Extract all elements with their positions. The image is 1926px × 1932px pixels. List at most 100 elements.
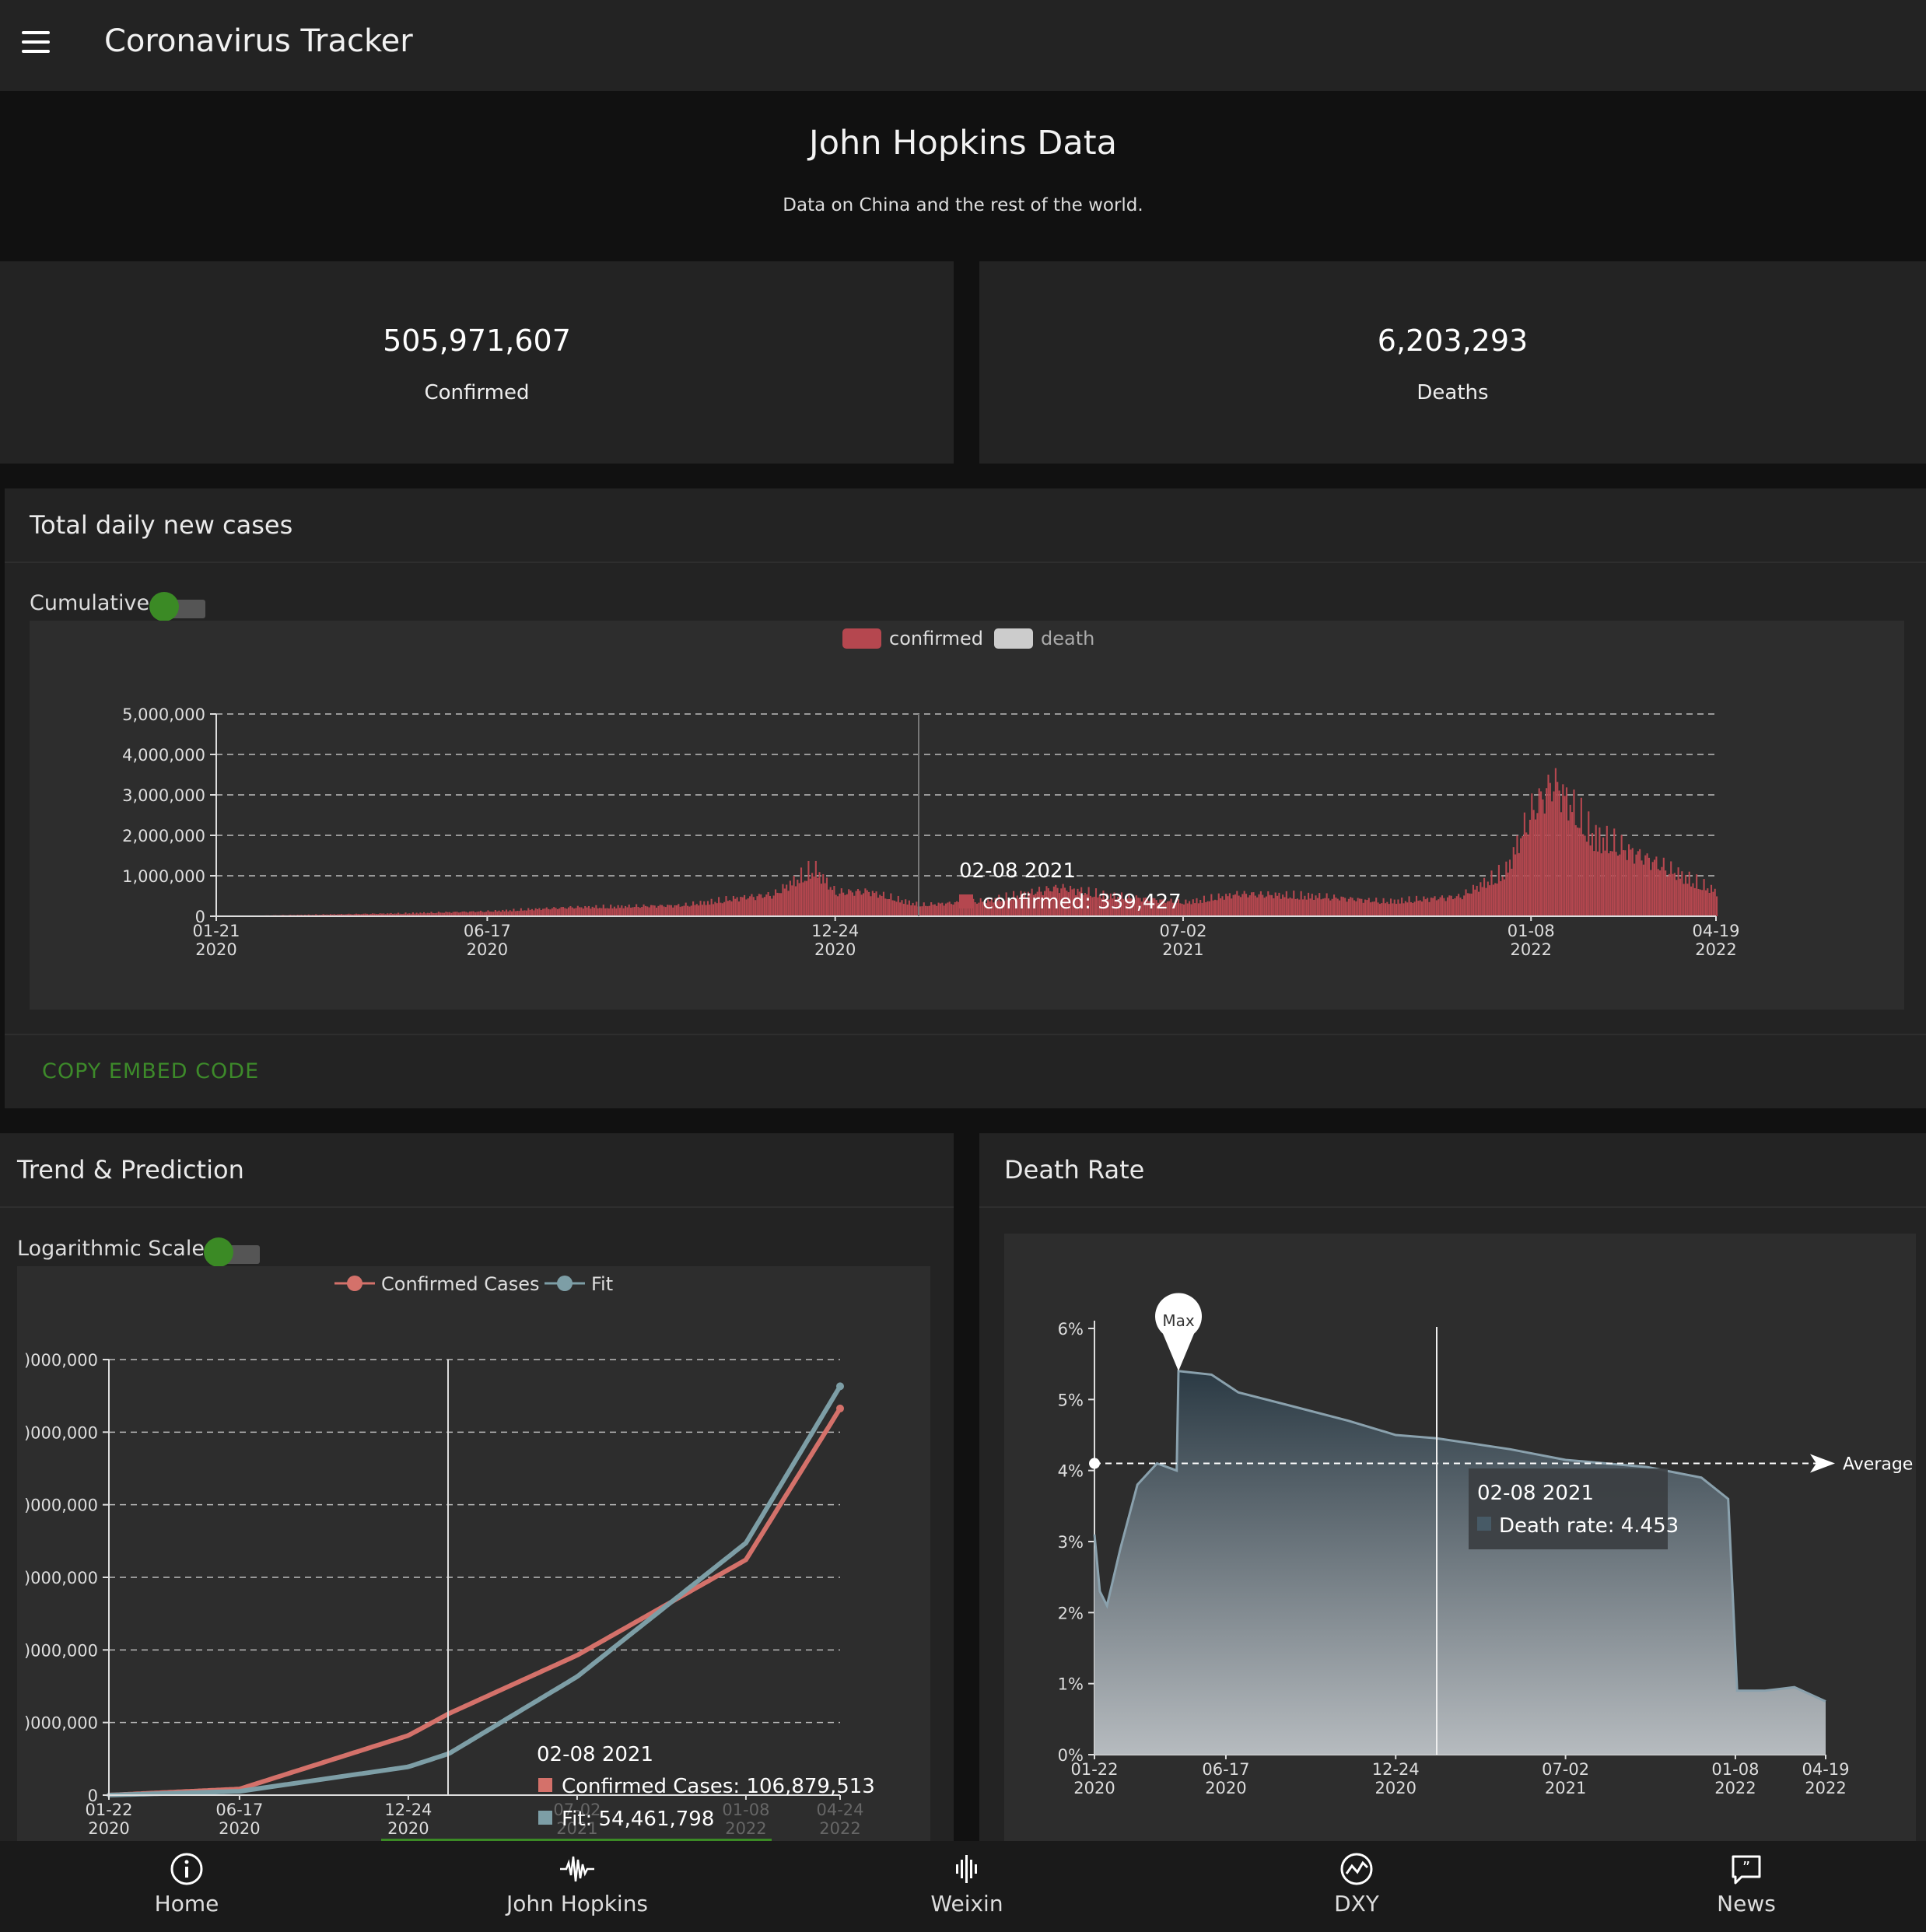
bar[interactable] (445, 912, 447, 916)
bar[interactable] (599, 908, 601, 916)
bar[interactable] (615, 908, 618, 916)
bar[interactable] (1377, 902, 1379, 916)
bar[interactable] (824, 883, 826, 916)
bar[interactable] (730, 901, 733, 916)
bar[interactable] (1259, 891, 1262, 916)
bar[interactable] (989, 901, 991, 916)
bar[interactable] (1234, 894, 1236, 916)
bar[interactable] (787, 891, 790, 916)
bar[interactable] (478, 911, 480, 916)
bar[interactable] (1128, 893, 1130, 916)
bar[interactable] (1289, 897, 1291, 916)
bar[interactable] (936, 905, 938, 916)
bar[interactable] (1564, 796, 1566, 916)
bar[interactable] (1335, 897, 1337, 916)
bar[interactable] (1049, 891, 1052, 916)
bar[interactable] (1181, 903, 1183, 916)
bar[interactable] (507, 911, 510, 916)
bar[interactable] (1699, 889, 1701, 916)
bar[interactable] (1389, 898, 1392, 916)
bar[interactable] (1397, 899, 1399, 916)
bar[interactable] (467, 912, 469, 916)
bar[interactable] (1399, 903, 1401, 916)
legend-confirmed-label[interactable]: confirmed (889, 628, 983, 649)
bar[interactable] (718, 897, 720, 916)
bar[interactable] (373, 913, 376, 916)
bar[interactable] (972, 898, 975, 916)
bar[interactable] (1073, 888, 1075, 916)
bar[interactable] (1408, 896, 1410, 916)
bar[interactable] (772, 895, 775, 916)
bar[interactable] (1003, 901, 1006, 916)
bar[interactable] (928, 905, 930, 916)
bar[interactable] (1540, 791, 1543, 916)
bar[interactable] (672, 907, 674, 916)
bar[interactable] (355, 913, 358, 916)
bar[interactable] (1179, 903, 1182, 916)
bar[interactable] (391, 913, 394, 916)
bar[interactable] (307, 914, 310, 916)
bar[interactable] (1455, 896, 1458, 916)
bar[interactable] (1018, 898, 1021, 916)
bar[interactable] (835, 894, 837, 916)
bar[interactable] (998, 894, 1000, 916)
bar[interactable] (939, 903, 941, 916)
bar[interactable] (1470, 893, 1473, 916)
bar[interactable] (1066, 891, 1068, 916)
bar[interactable] (580, 907, 583, 916)
bar[interactable] (375, 913, 377, 916)
bar[interactable] (1525, 832, 1528, 916)
bar[interactable] (831, 890, 834, 916)
bar[interactable] (1444, 901, 1447, 916)
bar[interactable] (1196, 898, 1198, 916)
bar[interactable] (806, 880, 808, 916)
bar[interactable] (586, 907, 588, 916)
bar[interactable] (485, 912, 488, 916)
bar[interactable] (555, 908, 557, 916)
bar[interactable] (1481, 887, 1483, 916)
bar[interactable] (1062, 884, 1064, 916)
bar[interactable] (357, 913, 359, 916)
bar[interactable] (1177, 898, 1180, 916)
bar[interactable] (606, 908, 608, 916)
bar[interactable] (1190, 904, 1192, 916)
bar[interactable] (1622, 850, 1625, 916)
bar[interactable] (921, 906, 923, 916)
bar[interactable] (1490, 870, 1493, 916)
bar[interactable] (987, 898, 989, 916)
bar[interactable] (703, 901, 706, 916)
bar[interactable] (1256, 897, 1259, 916)
bar[interactable] (1133, 899, 1136, 916)
bar[interactable] (576, 905, 579, 916)
bar[interactable] (1413, 901, 1416, 916)
bar[interactable] (386, 913, 389, 916)
bar[interactable] (1140, 901, 1143, 916)
bar[interactable] (353, 914, 355, 916)
bar[interactable] (881, 896, 883, 916)
bar[interactable] (1469, 893, 1471, 916)
bar[interactable] (452, 912, 454, 916)
bar[interactable] (1708, 893, 1711, 916)
bar[interactable] (1005, 892, 1007, 916)
bar[interactable] (379, 913, 381, 916)
bar[interactable] (1571, 812, 1574, 916)
bar[interactable] (1332, 894, 1336, 916)
bar[interactable] (544, 908, 546, 916)
bar[interactable] (559, 908, 561, 916)
bar[interactable] (844, 894, 846, 916)
bar[interactable] (675, 905, 678, 916)
bar[interactable] (1166, 901, 1168, 916)
bar[interactable] (902, 904, 905, 916)
bar[interactable] (1646, 853, 1648, 916)
nav-john-hopkins[interactable]: John Hopkins (460, 1841, 694, 1932)
bar[interactable] (1320, 899, 1322, 916)
bar[interactable] (655, 908, 658, 916)
bar[interactable] (1216, 900, 1218, 916)
bar[interactable] (721, 903, 723, 916)
bar[interactable] (582, 908, 584, 916)
bar[interactable] (804, 880, 806, 916)
bar[interactable] (961, 902, 964, 916)
bar[interactable] (618, 908, 622, 916)
bar[interactable] (663, 906, 665, 916)
bar[interactable] (1078, 891, 1080, 916)
